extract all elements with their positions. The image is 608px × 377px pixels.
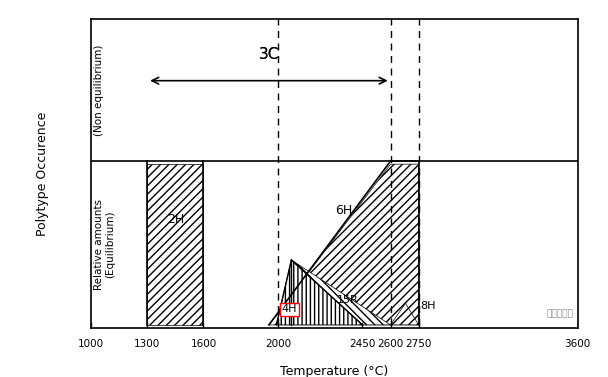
- Text: 2H: 2H: [167, 213, 184, 226]
- Text: 3600: 3600: [564, 339, 591, 349]
- Text: 2450: 2450: [349, 339, 376, 349]
- Text: 2600: 2600: [378, 339, 404, 349]
- Text: 15R: 15R: [337, 295, 358, 305]
- Text: Polytype Occurence: Polytype Occurence: [36, 111, 49, 236]
- Text: 4H: 4H: [282, 305, 297, 314]
- Text: Relative amounts
(Equilibrium): Relative amounts (Equilibrium): [94, 199, 116, 290]
- Text: 3C: 3C: [259, 47, 279, 62]
- Text: 1600: 1600: [190, 339, 216, 349]
- Text: Temperature (°C): Temperature (°C): [280, 365, 389, 377]
- Text: 6H: 6H: [335, 204, 353, 217]
- Text: 8H: 8H: [421, 301, 436, 311]
- Polygon shape: [277, 260, 362, 325]
- Text: (Non equilibrium): (Non equilibrium): [94, 44, 104, 136]
- Text: 基本半导体: 基本半导体: [547, 310, 574, 319]
- Polygon shape: [291, 260, 390, 325]
- Polygon shape: [390, 303, 418, 325]
- Text: 1300: 1300: [134, 339, 161, 349]
- Text: 3C: 3C: [259, 47, 279, 62]
- Polygon shape: [147, 164, 204, 325]
- Text: 2000: 2000: [265, 339, 291, 349]
- Text: 1000: 1000: [78, 339, 104, 349]
- Polygon shape: [269, 164, 418, 325]
- Text: 2750: 2750: [406, 339, 432, 349]
